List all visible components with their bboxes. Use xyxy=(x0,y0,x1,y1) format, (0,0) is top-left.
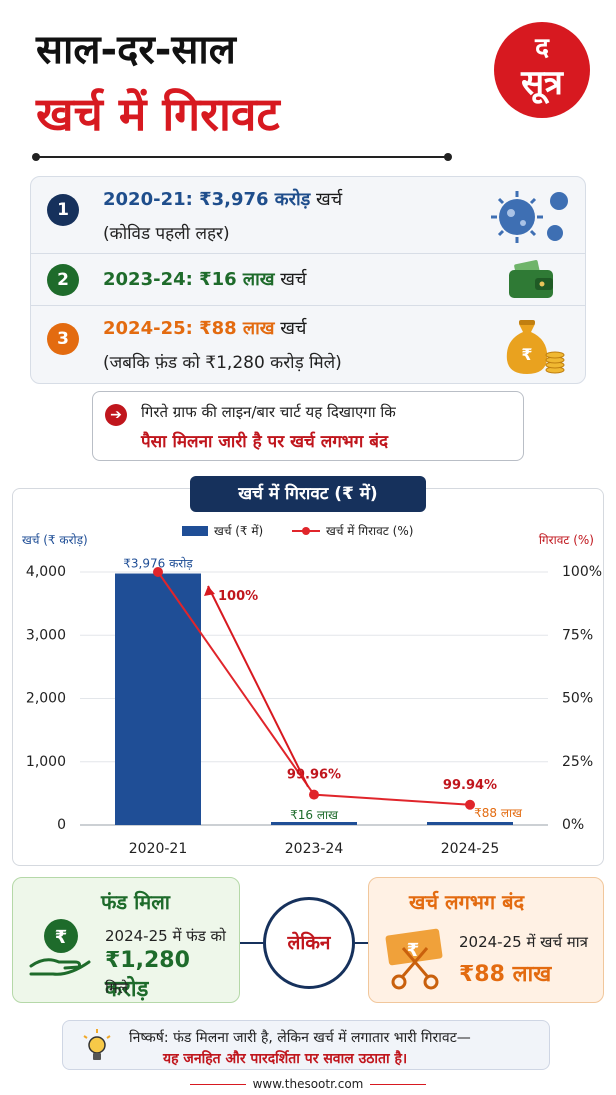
expense-chart: खर्च (₹ करोड़) गिरावट (%) खर्च (₹ में) ख… xyxy=(22,524,602,857)
x-tick-label: 2020-21 xyxy=(129,841,188,857)
fund-heading: फंड मिला xyxy=(101,890,170,914)
logo-top-text: द xyxy=(535,33,549,63)
decline-point-2023-24 xyxy=(309,789,319,800)
svg-text:₹: ₹ xyxy=(55,927,68,948)
y-axis-label: खर्च (₹ करोड़) xyxy=(22,533,88,547)
annotation-label: 100% xyxy=(218,589,258,604)
fact-row-2024-25: 3 2024-25: ₹88 लाख खर्च (जबकि फ़ंड को ₹1… xyxy=(31,306,585,383)
legend-line-marker xyxy=(302,527,310,535)
footer-line-right xyxy=(370,1084,426,1085)
logo-bottom-text: सूत्र xyxy=(521,63,563,103)
spend-heading: खर्च लगभग बंद xyxy=(409,890,525,914)
bar-2020-21 xyxy=(115,573,201,825)
bar-label-2020-21: ₹3,976 करोड़ xyxy=(123,557,193,571)
connector-line-left xyxy=(240,942,263,944)
fact-main-1: 2020-21: ₹3,976 करोड़ खर्च xyxy=(103,187,342,211)
facts-panel: 1 2020-21: ₹3,976 करोड़ खर्च (कोविड पहली… xyxy=(30,176,586,384)
note-line-2: पैसा मिलना जारी है पर खर्च लगभग बंद xyxy=(141,432,388,452)
but-connector: लेकिन xyxy=(263,897,355,989)
arrow-right-icon: ➔ xyxy=(105,404,127,426)
annotation-arrow-head xyxy=(204,586,215,596)
fund-line-1: 2024-25 में फंड को xyxy=(105,927,226,945)
fund-received-box: फंड मिला ₹ 2024-25 में फंड को ₹1,280 करो… xyxy=(12,877,240,1003)
scissors-cutting-money-icon: ₹ xyxy=(385,928,443,990)
fact-number-2: 2 xyxy=(47,264,79,296)
decline-point-2024-25 xyxy=(465,799,475,810)
y2-tick-label: 25% xyxy=(562,754,593,770)
y2-tick-label: 75% xyxy=(562,627,593,643)
fact-main-2: 2023-24: ₹16 लाख खर्च xyxy=(103,267,306,291)
y2-tick-label: 0% xyxy=(562,817,584,833)
legend-bar-swatch xyxy=(182,526,208,536)
bar-label-2024-25: ₹88 लाख xyxy=(474,806,522,820)
fact-highlight-1: 2020-21: ₹3,976 करोड़ xyxy=(103,189,311,210)
bar-label-2023-24: ₹16 लाख xyxy=(290,808,338,822)
title-line-1: साल-दर-साल xyxy=(36,27,236,73)
conclusion-box: निष्कर्ष: फंड मिलना जारी है, लेकिन खर्च … xyxy=(62,1020,550,1070)
connector-line-right xyxy=(355,942,368,944)
title-divider xyxy=(32,153,452,161)
legend-bar-label: खर्च (₹ में) xyxy=(214,524,263,538)
decline-point-2020-21 xyxy=(153,567,163,577)
y2-axis-label: गिरावट (%) xyxy=(539,533,594,547)
y2-tick-label: 50% xyxy=(562,691,593,707)
lightbulb-icon xyxy=(83,1029,111,1060)
y2-tick-label: 100% xyxy=(562,564,602,580)
money-bag-icon: ₹ xyxy=(506,320,565,374)
fact-highlight-2: 2023-24: ₹16 लाख xyxy=(103,269,275,290)
conclusion-line-2: यह जनहित और पारदर्शिता पर सवाल उठाता है। xyxy=(163,1051,408,1067)
bar-2024-25 xyxy=(427,822,513,825)
svg-text:₹: ₹ xyxy=(521,345,532,364)
footer-line-left xyxy=(190,1084,246,1085)
callout-note: ➔ गिरते ग्राफ की लाइन/बार चार्ट यह दिखाए… xyxy=(92,391,524,461)
fact-suffix-2: खर्च xyxy=(274,269,307,290)
decline-label-2023-24: 99.96% xyxy=(287,768,341,783)
fact-row-2020-21: 1 2020-21: ₹3,976 करोड़ खर्च (कोविड पहली… xyxy=(31,177,585,254)
chart-title: खर्च में गिरावट (₹ में) xyxy=(190,476,426,512)
title-line-2: खर्च में गिरावट xyxy=(36,87,280,141)
brand-logo: द सूत्र xyxy=(494,22,590,118)
hand-rupee-icon: ₹ xyxy=(29,919,91,976)
fact-sub-3: (जबकि फ़ंड को ₹1,280 करोड़ मिले) xyxy=(103,353,342,373)
fund-amount: ₹1,280 करोड़ xyxy=(105,948,190,1002)
y-tick-label: 1,000 xyxy=(26,754,66,770)
fact-suffix-1: खर्च xyxy=(310,189,343,210)
spending-stopped-box: खर्च लगभग बंद ₹ 2024-25 में खर्च मात्र ₹… xyxy=(368,877,604,1003)
fund-line-3: मिले xyxy=(105,979,129,997)
y-tick-label: 3,000 xyxy=(26,627,66,643)
decline-label-2024-25: 99.94% xyxy=(443,778,497,793)
footer-url[interactable]: www.thesootr.com xyxy=(252,1077,364,1091)
y-tick-label: 0 xyxy=(57,817,66,833)
wallet-icon xyxy=(509,260,553,298)
virus-icon xyxy=(491,191,568,243)
spend-line-1: 2024-25 में खर्च मात्र xyxy=(459,933,588,951)
fact-number-3: 3 xyxy=(47,323,79,355)
y-tick-label: 4,000 xyxy=(26,564,66,580)
spend-amount: ₹88 लाख xyxy=(459,962,552,987)
note-line-1: गिरते ग्राफ की लाइन/बार चार्ट यह दिखाएगा… xyxy=(141,403,396,421)
conclusion-line-1: निष्कर्ष: फंड मिलना जारी है, लेकिन खर्च … xyxy=(129,1030,471,1046)
bar-2023-24 xyxy=(271,822,357,825)
chart-legend: खर्च (₹ में) खर्च में गिरावट (%) xyxy=(182,524,413,538)
fact-sub-1: (कोविड पहली लहर) xyxy=(103,224,230,244)
legend-line-label: खर्च में गिरावट (%) xyxy=(326,524,413,538)
fact-highlight-3: 2024-25: ₹88 लाख xyxy=(103,318,275,339)
x-tick-label: 2024-25 xyxy=(441,841,500,857)
fact-main-3: 2024-25: ₹88 लाख खर्च xyxy=(103,316,306,340)
fact-number-1: 1 xyxy=(47,194,79,226)
annotation-arrow-line xyxy=(207,585,309,788)
x-tick-label: 2023-24 xyxy=(285,841,344,857)
fact-suffix-3: खर्च xyxy=(274,318,307,339)
y-tick-label: 2,000 xyxy=(26,691,66,707)
fact-row-2023-24: 2 2023-24: ₹16 लाख खर्च xyxy=(31,254,585,306)
